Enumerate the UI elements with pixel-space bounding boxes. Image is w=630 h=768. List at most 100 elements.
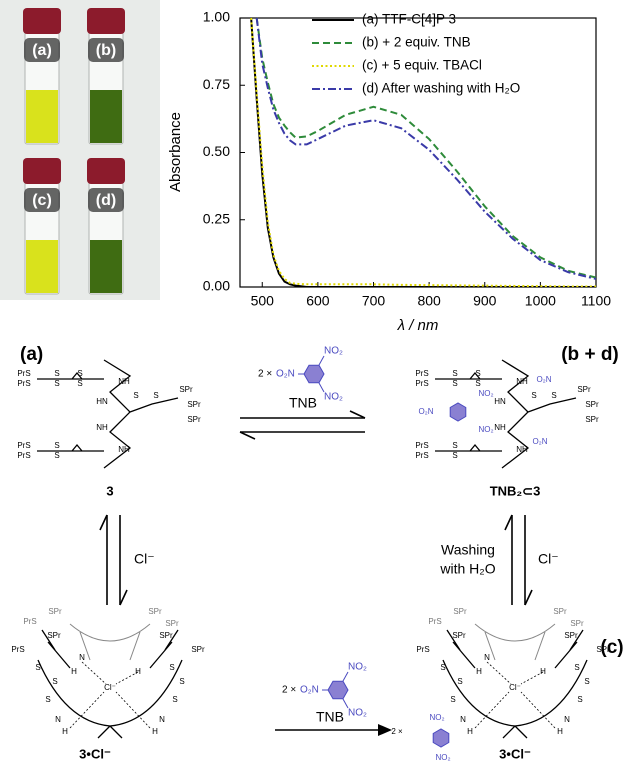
atom-label: SPr xyxy=(564,631,578,640)
vial-label: (a) xyxy=(32,42,52,59)
atom-label: H xyxy=(467,727,473,736)
label-bg xyxy=(88,188,124,212)
x-tick-label: 600 xyxy=(306,293,330,309)
y-axis-label: Absorbance xyxy=(167,112,184,192)
atom-label: S xyxy=(133,391,138,400)
panel-label: (a) xyxy=(20,344,43,365)
atom-label: SPr xyxy=(187,415,201,424)
atom-label: S xyxy=(153,391,158,400)
atom-label: S xyxy=(172,695,177,704)
atom-label: S xyxy=(452,379,457,388)
vial-label: (d) xyxy=(96,192,116,209)
y-tick-label: 0.00 xyxy=(203,278,230,294)
structure-bonds-back xyxy=(69,623,151,661)
bond xyxy=(342,698,349,709)
atom-label: PrS xyxy=(11,645,24,654)
atom-label: S xyxy=(54,441,59,450)
tnb-ring xyxy=(449,402,467,422)
atom-label: S xyxy=(452,451,457,460)
atom-label: S xyxy=(35,663,40,672)
structure-bonds-back xyxy=(474,623,556,661)
atom-label: NO₂ xyxy=(478,425,493,434)
atom-label: SPr xyxy=(165,619,179,628)
vial-cap xyxy=(87,8,125,34)
vial-liquid xyxy=(90,90,122,143)
atom-label: Cl⁻ xyxy=(104,683,116,692)
arrow-label: TNB xyxy=(289,395,317,411)
hydrogen-bonds xyxy=(474,661,556,729)
atom-label: NH xyxy=(494,423,506,432)
series-line xyxy=(250,17,596,287)
atom-label: SPr xyxy=(47,631,61,640)
legend-label: (d) After washing with H₂O xyxy=(362,81,520,96)
atom-label: SPr xyxy=(452,631,466,640)
arrow-label: with H₂O xyxy=(439,561,495,577)
atom-label: H xyxy=(71,667,77,676)
atom-label: SPr xyxy=(159,631,173,640)
atom-label: N xyxy=(79,653,85,662)
atom-label: O₂N xyxy=(532,437,547,446)
atom-label: S xyxy=(574,663,579,672)
atom-label: HN xyxy=(96,397,108,406)
structure-bonds xyxy=(442,629,588,739)
atom-label: SPr xyxy=(570,619,584,628)
arrow-label: TNB xyxy=(316,709,344,725)
atom-label: NH xyxy=(96,423,108,432)
atom-label: S xyxy=(457,677,462,686)
atom-label: S xyxy=(452,369,457,378)
x-tick-label: 800 xyxy=(417,293,441,309)
atom-label: S xyxy=(577,695,582,704)
atom-label: S xyxy=(77,379,82,388)
reagent-prefix: 2 × xyxy=(282,685,296,696)
legend-label: (b) + 2 equiv. TNB xyxy=(362,35,471,50)
arrow-head xyxy=(504,514,513,531)
atom-label: NH xyxy=(118,377,130,386)
panel-label: (c) xyxy=(600,637,623,658)
atom-label: N xyxy=(460,715,466,724)
atom-label: PrS xyxy=(428,617,441,626)
atom-label: SPr xyxy=(187,400,201,409)
benzene-ring xyxy=(303,364,325,384)
reagent-group: O₂N xyxy=(276,369,295,380)
series-group xyxy=(250,17,596,287)
atom-label: HN xyxy=(494,397,506,406)
reagent-group: NO₂ xyxy=(348,708,367,719)
vial-label: (b) xyxy=(96,42,116,59)
reagent-prefix: 2 × xyxy=(258,369,272,380)
atom-label: SPr xyxy=(191,645,205,654)
atom-label: NH xyxy=(516,445,528,454)
atom-label: O₂N xyxy=(536,375,551,384)
vial-cap xyxy=(87,158,125,184)
atom-label: SPr xyxy=(585,400,599,409)
atom-label: PrS xyxy=(17,451,30,460)
reagent-group: NO₂ xyxy=(348,662,367,673)
atom-label: SPr xyxy=(453,607,467,616)
atom-label: S xyxy=(52,677,57,686)
reagent-group: NO₂ xyxy=(324,346,343,357)
bond xyxy=(318,382,325,393)
vial-cap xyxy=(23,8,61,34)
vial-cap xyxy=(23,158,61,184)
atom-label: 2 × xyxy=(391,727,403,736)
compound-name: 3 xyxy=(106,483,113,498)
structure-bonds xyxy=(37,629,183,739)
x-tick-label: 1100 xyxy=(581,293,611,309)
benzene-ring xyxy=(327,680,349,700)
vial-liquid xyxy=(26,90,58,143)
y-tick-label: 0.25 xyxy=(203,210,230,226)
atom-label: PrS xyxy=(415,441,428,450)
vial-liquid xyxy=(26,240,58,293)
atom-label: NO₂ xyxy=(478,389,493,398)
arrow-head xyxy=(99,514,108,531)
structure-bonds xyxy=(435,359,577,469)
atom-label: PrS xyxy=(17,441,30,450)
atom-label: H xyxy=(135,667,141,676)
vial-label: (c) xyxy=(32,192,52,209)
tnb-ring xyxy=(432,728,450,748)
atom-label: H xyxy=(476,667,482,676)
y-tick-label: 0.50 xyxy=(203,143,230,159)
atom-label: PrS xyxy=(17,379,30,388)
compound-name: 3•Cl⁻ xyxy=(79,746,111,761)
atom-label: H xyxy=(62,727,68,736)
